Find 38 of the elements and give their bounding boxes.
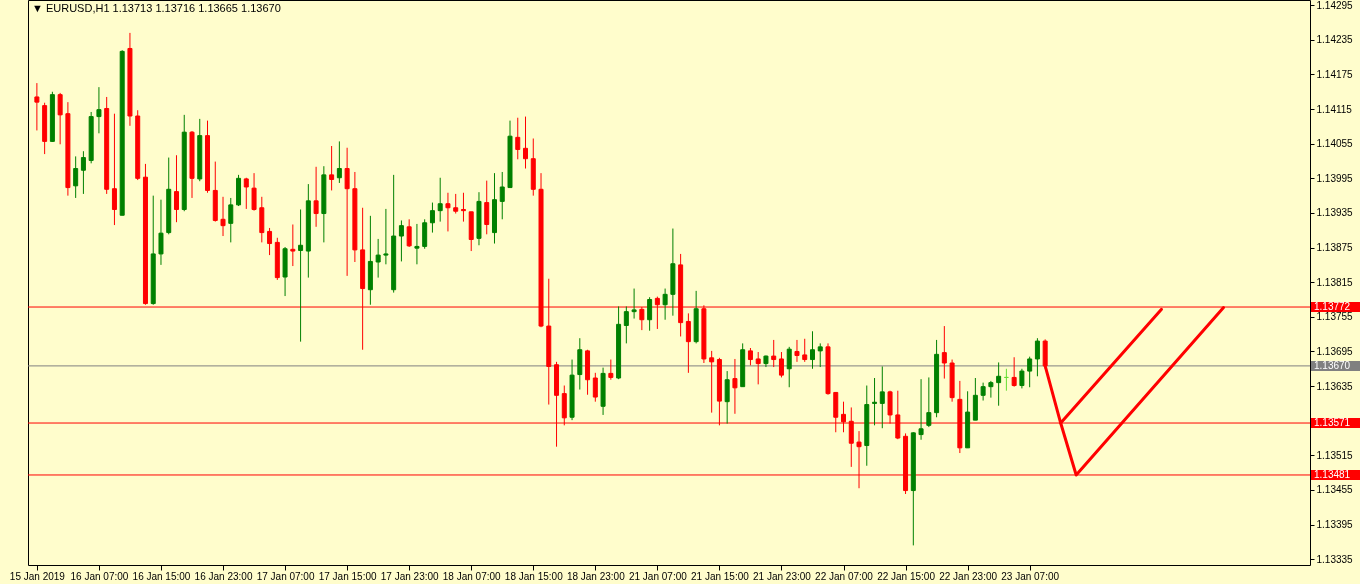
ref-line-label: 1.13481	[1314, 468, 1351, 480]
y-tick-label: 1.14115	[1316, 103, 1353, 115]
x-tick-label: 15 Jan 2019	[9, 570, 66, 582]
x-tick-label: 18 Jan 07:00	[442, 570, 502, 582]
x-tick-label: 21 Jan 15:00	[691, 570, 750, 582]
y-tick-label: 1.13755	[1316, 311, 1354, 323]
ref-line-label: 1.13772	[1314, 301, 1351, 313]
y-tick-label: 1.13695	[1316, 345, 1354, 357]
x-tick-label: 22 Jan 15:00	[877, 570, 936, 582]
x-tick-label: 17 Jan 15:00	[318, 570, 377, 582]
x-tick-label: 23 Jan 07:00	[1001, 570, 1060, 582]
x-tick-label: 21 Jan 23:00	[753, 570, 812, 582]
x-tick-label: 17 Jan 07:00	[256, 570, 315, 582]
x-tick-label: 18 Jan 15:00	[504, 570, 564, 582]
y-tick-label: 1.13875	[1316, 242, 1354, 254]
x-tick-label: 16 Jan 07:00	[70, 570, 129, 582]
y-tick-label: 1.13455	[1316, 484, 1354, 496]
x-tick-label: 22 Jan 07:00	[815, 570, 874, 582]
y-tick-label: 1.13635	[1316, 380, 1354, 392]
x-tick-label: 21 Jan 07:00	[628, 570, 688, 582]
chart-title: ▼ EURUSD,H1 1.13713 1.13716 1.13665 1.13670	[32, 2, 281, 14]
x-tick-label: 18 Jan 23:00	[566, 570, 626, 582]
x-tick-label: 17 Jan 23:00	[380, 570, 440, 582]
x-tick-label: 22 Jan 23:00	[939, 570, 998, 582]
ref-line-label: 1.13670	[1314, 359, 1351, 371]
y-tick-label: 1.13935	[1316, 207, 1354, 219]
y-tick-label: 1.13815	[1316, 276, 1354, 288]
y-tick-label: 1.14235	[1316, 34, 1354, 46]
x-tick-label: 16 Jan 15:00	[132, 570, 191, 582]
y-tick-label: 1.14175	[1316, 68, 1354, 80]
y-tick-label: 1.14295	[1316, 0, 1354, 11]
y-tick-label: 1.13335	[1316, 553, 1354, 565]
y-tick-label: 1.13515	[1316, 449, 1354, 461]
y-tick-label: 1.14055	[1316, 138, 1354, 150]
y-tick-label: 1.13995	[1316, 172, 1354, 184]
y-tick-label: 1.13395	[1316, 519, 1354, 531]
x-tick-label: 16 Jan 23:00	[194, 570, 253, 582]
ref-line-label: 1.13571	[1314, 417, 1351, 429]
